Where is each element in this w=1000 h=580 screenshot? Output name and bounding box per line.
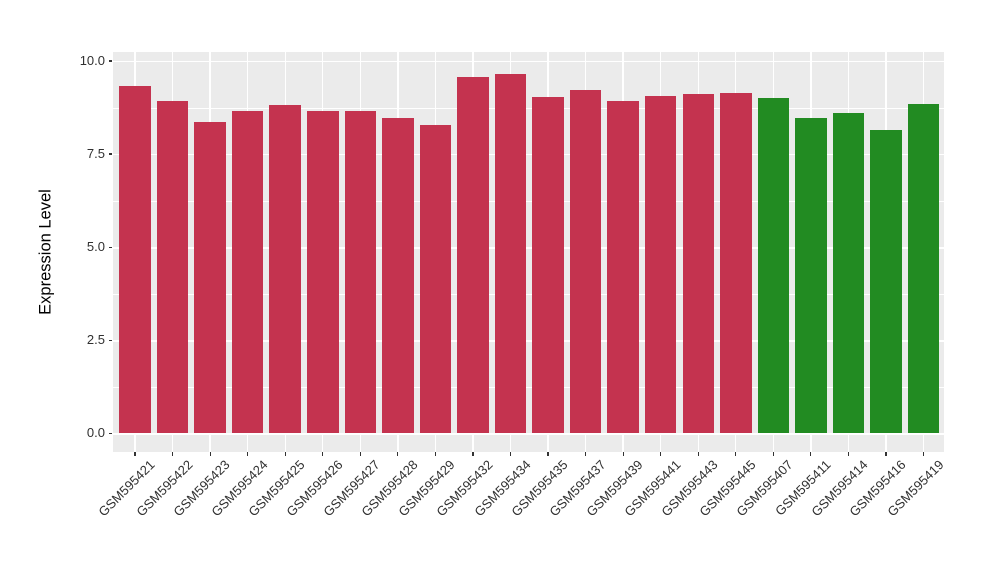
bar (832, 112, 865, 434)
y-tick (108, 432, 113, 434)
bar (607, 100, 639, 434)
bar (269, 105, 301, 434)
minor-gridline-h (113, 200, 944, 202)
y-tick-label: 0.0 (86, 425, 105, 441)
minor-gridline-h (113, 107, 944, 109)
bar (307, 111, 339, 434)
y-tick (108, 153, 113, 155)
x-tick (585, 452, 587, 456)
y-tick-label: 5.0 (86, 239, 105, 255)
x-tick (397, 452, 399, 456)
x-tick (359, 452, 361, 456)
x-tick (547, 452, 549, 456)
x-tick (622, 452, 624, 456)
y-tick-label: 2.5 (86, 332, 105, 348)
bar (494, 73, 527, 434)
x-tick (134, 452, 136, 456)
x-tick (322, 452, 324, 456)
major-gridline-h (113, 154, 944, 156)
x-tick (660, 452, 662, 456)
major-gridline-h (113, 247, 944, 249)
bar (682, 93, 714, 434)
x-tick (171, 452, 174, 456)
bar (156, 101, 189, 434)
bar (231, 110, 264, 434)
bar (382, 118, 414, 434)
x-tick (810, 452, 812, 456)
bar (194, 122, 226, 434)
x-tick (472, 452, 474, 456)
y-tick (108, 339, 113, 341)
x-tick (247, 452, 249, 456)
x-tick (772, 452, 774, 456)
minor-gridline-h (113, 386, 944, 388)
x-tick (735, 452, 737, 456)
bar (532, 96, 564, 434)
x-tick (434, 452, 436, 456)
bar (457, 76, 489, 434)
x-tick (697, 452, 699, 456)
bar (720, 92, 752, 434)
x-tick (922, 452, 925, 456)
bar (870, 129, 902, 434)
y-tick-label: 7.5 (86, 146, 105, 162)
bar (569, 90, 602, 434)
x-tick (847, 452, 850, 456)
minor-gridline-h (113, 293, 944, 295)
bar (119, 85, 151, 434)
y-tick-label: 10.0 (79, 53, 105, 68)
y-axis-title: Expression Level (36, 189, 55, 315)
major-gridline-h (113, 433, 944, 435)
plot-panel (113, 52, 944, 452)
x-tick (885, 452, 887, 456)
bar (757, 98, 790, 434)
bar (419, 125, 452, 434)
bar (644, 95, 677, 434)
bar (344, 110, 377, 434)
x-tick (509, 452, 512, 456)
x-tick (209, 452, 211, 456)
bar (907, 103, 940, 434)
major-gridline-h (113, 61, 944, 63)
y-tick (108, 246, 113, 248)
x-tick (284, 452, 286, 456)
major-gridline-h (113, 340, 944, 342)
bar (795, 117, 827, 434)
y-tick (108, 60, 113, 62)
